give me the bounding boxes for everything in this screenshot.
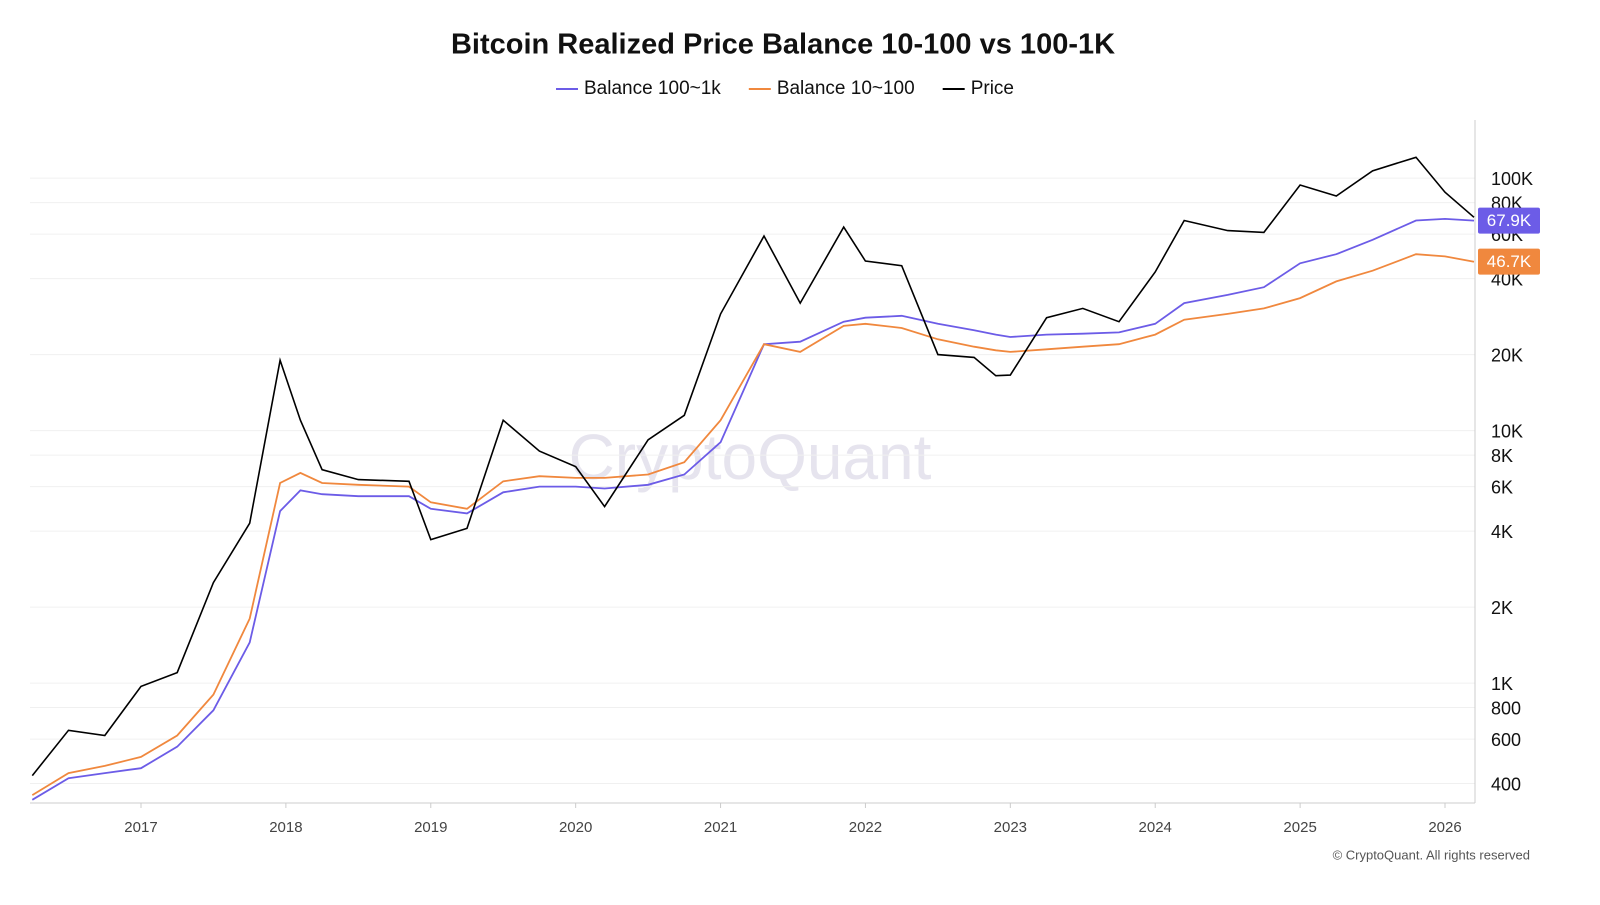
chart-title: Bitcoin Realized Price Balance 10-100 vs…: [451, 29, 1115, 61]
value-badge: [1478, 248, 1540, 275]
y-tick-label: 4K: [1491, 522, 1513, 542]
x-tick-label: 2017: [124, 819, 157, 836]
x-tick-label: 2026: [1428, 819, 1461, 836]
watermark: CryptoQuant: [569, 421, 932, 493]
x-tick-label: 2020: [559, 819, 592, 836]
series-line: [31, 156, 1475, 777]
y-tick-label: 800: [1491, 698, 1521, 718]
y-tick-label: 600: [1491, 730, 1521, 750]
y-tick-label: 2K: [1491, 598, 1513, 618]
x-tick-label: 2022: [849, 819, 882, 836]
x-tick-label: 2023: [994, 819, 1027, 836]
legend-label: Balance 100~1k: [584, 78, 721, 99]
value-badge: [1478, 207, 1540, 234]
x-tick-label: 2018: [269, 819, 302, 836]
y-tick-label: 20K: [1491, 345, 1523, 365]
x-tick-label: 2024: [1139, 819, 1172, 836]
y-tick-label: 1K: [1491, 674, 1513, 694]
x-tick-label: 2025: [1283, 819, 1316, 836]
legend-label: Price: [971, 78, 1014, 99]
series-line: [31, 253, 1475, 796]
y-tick-label: 100K: [1491, 169, 1533, 189]
series-line: [31, 217, 1475, 801]
y-tick-label: 400: [1491, 774, 1521, 794]
x-tick-label: 2019: [414, 819, 447, 836]
legend-label: Balance 10~100: [777, 78, 915, 99]
y-tick-label: 10K: [1491, 421, 1523, 441]
x-tick-label: 2021: [704, 819, 737, 836]
value-label: 67.9K: [1487, 211, 1532, 230]
footer: © CryptoQuant. All rights reserved: [1333, 847, 1530, 862]
y-tick-label: 8K: [1491, 446, 1513, 466]
legend: Balance 100~1k Balance 10~100 Price: [556, 78, 1014, 99]
value-label: 46.7K: [1487, 252, 1532, 271]
y-tick-label: 6K: [1491, 477, 1513, 497]
